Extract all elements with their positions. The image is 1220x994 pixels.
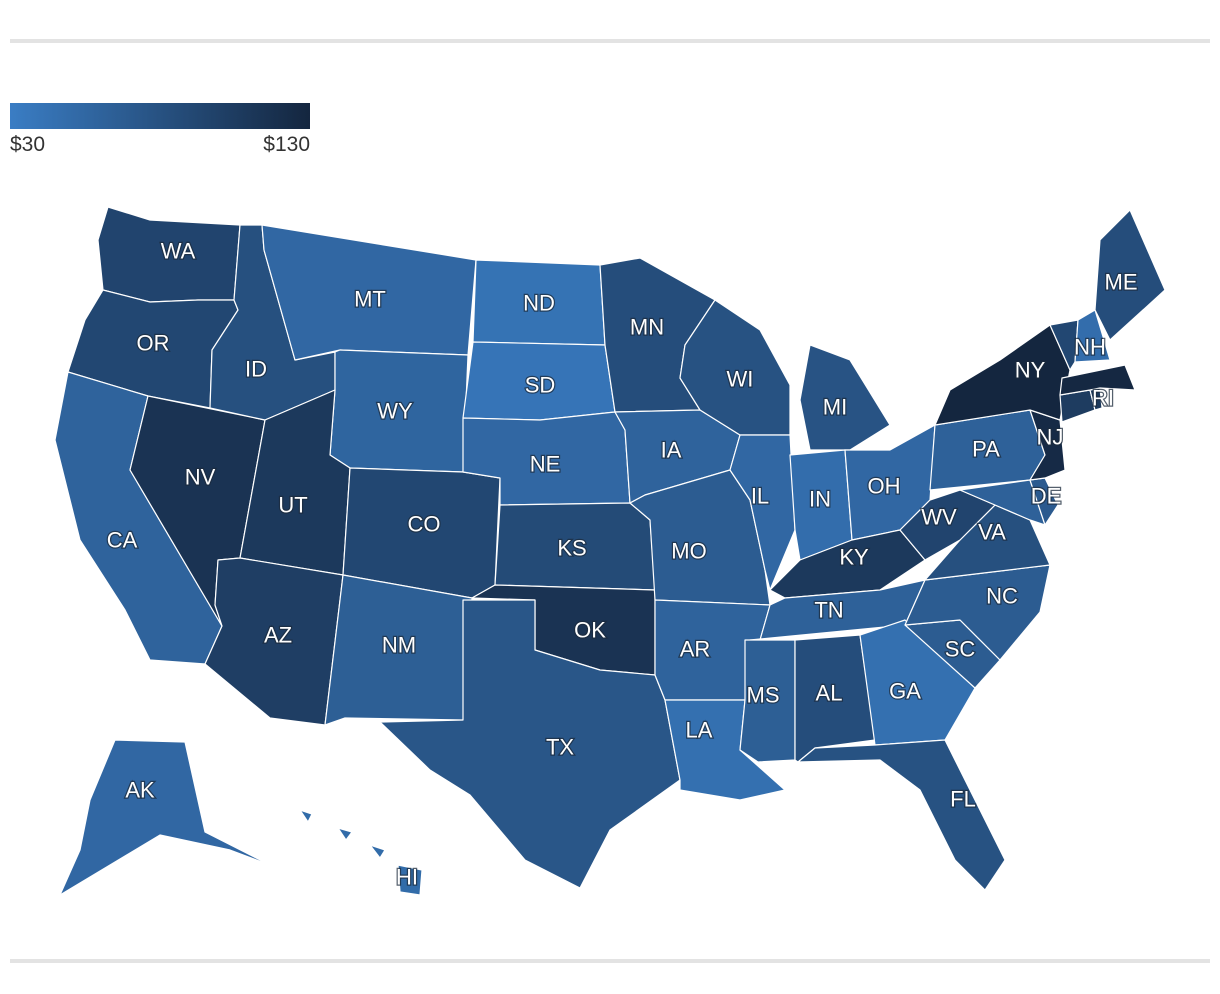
state-label-ia: IA: [661, 438, 682, 463]
state-label-id: ID: [245, 357, 267, 382]
state-label-me: ME: [1105, 270, 1138, 295]
state-label-ks: KS: [557, 536, 586, 561]
state-label-de: DE: [1031, 484, 1062, 509]
state-ga: [859, 619, 976, 746]
state-label-az: AZ: [264, 623, 292, 648]
state-label-mo: MO: [671, 539, 706, 564]
state-label-sd: SD: [525, 373, 556, 398]
state-label-nc: NC: [986, 584, 1018, 609]
state-label-or: OR: [137, 331, 170, 356]
state-label-ga: GA: [889, 679, 921, 704]
state-label-mt: MT: [354, 287, 386, 312]
state-label-nm: NM: [382, 633, 416, 658]
state-label-ny: NY: [1015, 358, 1046, 383]
legend-max-label: $130: [263, 133, 310, 156]
state-label-wa: WA: [161, 239, 196, 264]
state-ky: [769, 529, 926, 599]
state-nh: [1074, 309, 1111, 363]
color-legend: $30 $130: [10, 103, 310, 157]
state-hi: [299, 809, 423, 896]
state-label-nv: NV: [185, 465, 216, 490]
legend-gradient-bar: [10, 103, 310, 129]
state-ak: [59, 739, 271, 896]
state-il: [729, 434, 796, 591]
state-ny: [934, 324, 1071, 426]
state-label-mi: MI: [823, 395, 847, 420]
state-label-nj: NJ: [1037, 425, 1064, 450]
state-label-oh: OH: [868, 474, 901, 499]
state-label-ak: AK: [125, 778, 155, 803]
state-label-al: AL: [816, 681, 843, 706]
state-label-tx: TX: [546, 735, 574, 760]
state-label-la: LA: [686, 718, 713, 743]
top-divider: [10, 39, 1210, 43]
state-label-va: VA: [978, 520, 1006, 545]
state-label-nh: NH: [1074, 335, 1106, 360]
state-label-pa: PA: [972, 437, 1000, 462]
state-label-ri: RI: [1092, 386, 1114, 411]
state-label-ut: UT: [278, 493, 307, 518]
state-label-wi: WI: [727, 367, 754, 392]
state-nm: [324, 574, 473, 726]
state-label-mn: MN: [630, 315, 664, 340]
state-label-ok: OK: [574, 618, 606, 643]
state-label-fl: FL: [950, 787, 976, 812]
state-fl: [797, 739, 1006, 891]
bottom-divider: [10, 959, 1210, 963]
state-tx: [379, 599, 681, 889]
state-label-ky: KY: [839, 545, 869, 570]
state-label-ar: AR: [680, 637, 711, 662]
state-label-tn: TN: [814, 598, 843, 623]
state-ma: [1059, 364, 1136, 396]
state-label-sc: SC: [945, 637, 976, 662]
state-label-il: IL: [751, 484, 769, 509]
state-ct: [1059, 389, 1096, 423]
state-label-hi: HI: [396, 865, 418, 890]
state-label-in: IN: [809, 487, 831, 512]
state-label-wv: WV: [921, 505, 957, 530]
state-label-nd: ND: [523, 291, 555, 316]
state-me: [1094, 209, 1166, 341]
state-label-ca: CA: [107, 528, 138, 553]
state-label-ms: MS: [747, 683, 780, 708]
state-label-wy: WY: [377, 399, 413, 424]
legend-min-label: $30: [10, 133, 46, 156]
state-label-ne: NE: [530, 452, 561, 477]
state-label-co: CO: [408, 512, 441, 537]
us-choropleth-map: WA OR CA NV ID MT WY UT CO AZ NM ND SD N…: [54, 206, 1166, 896]
